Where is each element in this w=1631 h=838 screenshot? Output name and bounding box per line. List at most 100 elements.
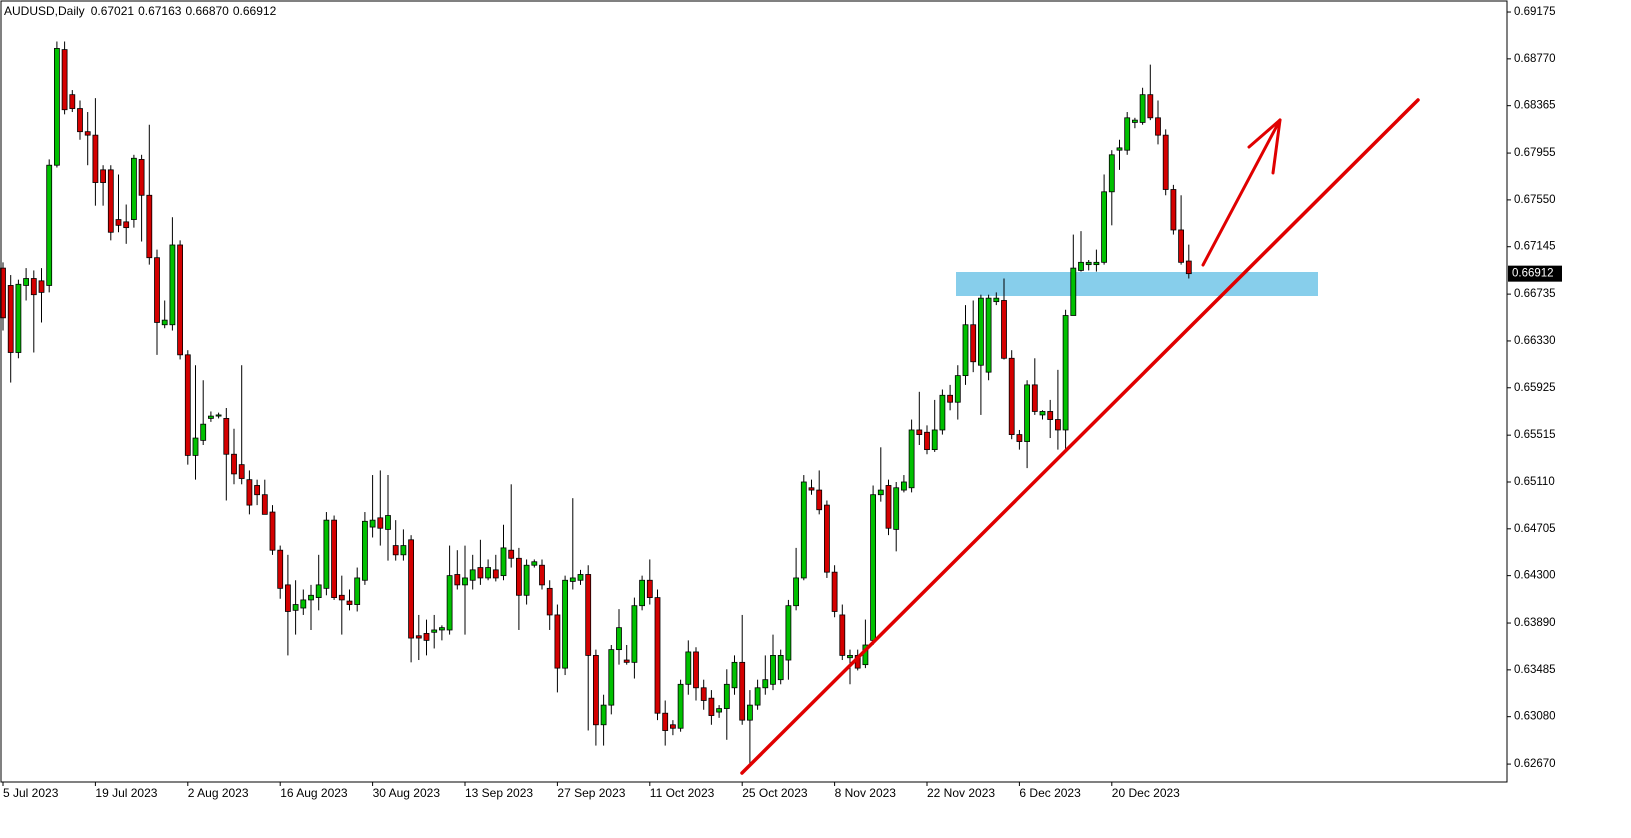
- candle-body: [284, 584, 291, 612]
- x-tick-label: 16 Aug 2023: [280, 786, 348, 800]
- candle-body: [639, 579, 645, 607]
- candle-body: [169, 244, 176, 326]
- candle-body: [408, 539, 415, 639]
- candle-body: [7, 285, 14, 353]
- candle-body: [747, 704, 753, 721]
- candle-body: [508, 549, 515, 559]
- candle-body: [539, 564, 545, 586]
- y-tick-label: 0.64300: [1514, 570, 1556, 582]
- candle-body: [462, 577, 468, 586]
- candle-body: [1070, 267, 1077, 316]
- candle-body: [1039, 411, 1046, 416]
- candle-body: [616, 627, 622, 651]
- candle-body: [207, 415, 214, 419]
- up-arrow: [1201, 118, 1282, 267]
- candle-body: [300, 599, 307, 609]
- y-tick-label: 0.65925: [1514, 382, 1556, 394]
- candle-body: [331, 519, 338, 598]
- y-tick-label: 0.68770: [1514, 53, 1556, 65]
- candle-body: [1016, 434, 1023, 442]
- candle-body: [824, 504, 830, 573]
- y-tick-label: 0.63485: [1514, 664, 1556, 676]
- low-value: 0.66870: [185, 4, 229, 18]
- candle-body: [1162, 134, 1169, 190]
- candle-body: [23, 278, 30, 286]
- price-marker-label: 0.66912: [1512, 268, 1554, 280]
- x-tick-label: 20 Dec 2023: [1112, 786, 1180, 800]
- candle-body: [800, 481, 807, 579]
- candle-body: [708, 697, 715, 716]
- candle-body: [200, 423, 207, 441]
- candle-body: [877, 489, 884, 496]
- candle-body: [646, 579, 653, 598]
- candle-body: [385, 515, 391, 530]
- candle-body: [369, 519, 376, 528]
- candle-body: [1055, 419, 1061, 431]
- candle-body: [1147, 94, 1154, 119]
- candle-body: [670, 724, 676, 729]
- candle-body: [500, 547, 507, 577]
- candle-body: [1001, 300, 1007, 359]
- candle-body: [1155, 117, 1161, 136]
- candle-body: [623, 659, 630, 663]
- axes: 0.69175 0.68770 0.68365 0.67955 0.67550 0.671…: [2, 6, 1562, 800]
- candle-body: [1085, 261, 1092, 266]
- candle-body: [516, 557, 522, 596]
- candles: [0, 41, 1192, 766]
- candle-body: [431, 629, 438, 633]
- candle-body: [939, 394, 946, 431]
- candle-body: [454, 574, 461, 586]
- candle-body: [1031, 384, 1038, 412]
- candle-body: [469, 569, 476, 581]
- candle-body: [130, 157, 137, 220]
- x-tick-label: 25 Oct 2023: [742, 786, 808, 800]
- y-tick-label: 0.62670: [1514, 758, 1556, 770]
- candle-body: [77, 108, 83, 133]
- candle-body: [438, 627, 445, 631]
- candle-body: [585, 574, 592, 656]
- candle-body: [1093, 261, 1100, 266]
- candle-body: [1108, 154, 1115, 193]
- x-tick-label: 13 Sep 2023: [465, 786, 533, 800]
- candle-body: [600, 704, 607, 726]
- candle-body: [1178, 229, 1184, 263]
- candle-body: [577, 574, 584, 581]
- candle-body: [608, 649, 615, 706]
- x-tick-label: 27 Sep 2023: [557, 786, 625, 800]
- candle-body: [785, 605, 792, 661]
- candle-body: [154, 257, 160, 323]
- candle-body: [61, 49, 68, 111]
- candle-body: [993, 297, 1000, 303]
- candle-body: [731, 661, 738, 689]
- candle-body: [839, 614, 846, 656]
- candle-body: [893, 487, 900, 530]
- candle-body: [246, 479, 253, 506]
- candle-body: [323, 519, 330, 589]
- candle-body: [970, 324, 977, 363]
- high-value: 0.67163: [138, 4, 182, 18]
- candle-body: [423, 633, 430, 641]
- candle-body: [308, 594, 314, 601]
- candle-body: [315, 584, 322, 598]
- candle-body: [1185, 260, 1192, 275]
- y-tick-label: 0.68365: [1514, 100, 1556, 112]
- candle-body: [107, 169, 114, 233]
- x-tick-label: 22 Nov 2023: [927, 786, 995, 800]
- y-tick-label: 0.67550: [1514, 194, 1556, 206]
- candle-body: [84, 131, 91, 136]
- candle-body: [30, 278, 37, 296]
- candle-body: [1024, 384, 1030, 442]
- close-value: 0.66912: [233, 4, 277, 18]
- candle-body: [546, 587, 553, 616]
- open-value: 0.67021: [91, 4, 135, 18]
- candle-body: [631, 605, 638, 663]
- candle-body: [192, 437, 199, 456]
- trend-line: [740, 98, 1420, 775]
- candle-body: [215, 414, 222, 417]
- candle-body: [924, 431, 930, 451]
- candle-body: [569, 577, 576, 582]
- candle-body: [1139, 94, 1146, 123]
- y-tick-label: 0.64705: [1514, 523, 1556, 535]
- candle-body: [754, 687, 761, 706]
- candle-body: [831, 571, 838, 612]
